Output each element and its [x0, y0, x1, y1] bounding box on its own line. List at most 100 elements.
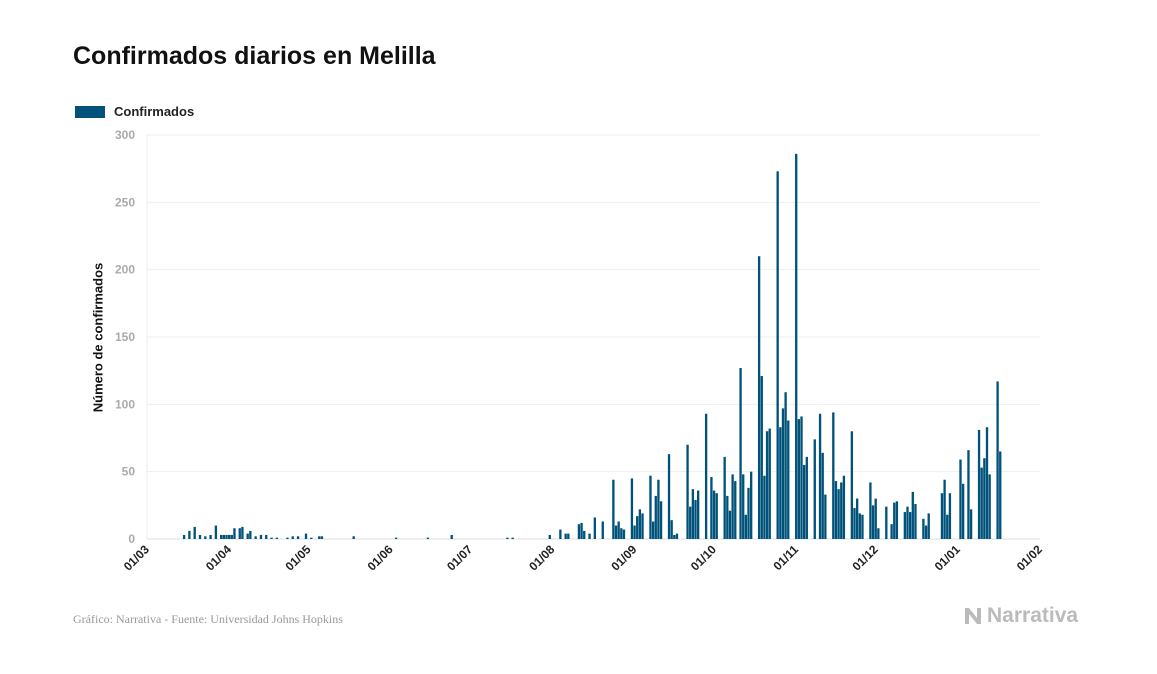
legend-swatch	[75, 105, 105, 118]
bar	[946, 514, 949, 539]
bar	[768, 428, 771, 539]
bar	[230, 534, 233, 539]
bar	[726, 495, 729, 539]
bar	[233, 528, 236, 539]
bar	[763, 475, 766, 539]
x-tick-label: 01/01	[932, 542, 963, 573]
bar	[225, 534, 228, 539]
bar	[193, 526, 196, 539]
bar	[874, 498, 877, 539]
bar	[969, 509, 973, 539]
bar	[667, 454, 671, 539]
x-tick-label: 01/12	[850, 542, 881, 573]
bar	[214, 525, 218, 539]
bar	[731, 474, 734, 539]
x-tick-label: 01/07	[444, 542, 475, 573]
bar	[249, 530, 252, 539]
bar	[948, 493, 952, 539]
legend-label: Confirmados	[114, 104, 195, 119]
bar	[779, 427, 782, 539]
bar	[765, 431, 769, 539]
bar	[697, 490, 700, 539]
bar	[450, 534, 453, 539]
bar	[895, 501, 899, 539]
bar	[567, 533, 570, 539]
y-tick-label: 0	[128, 532, 135, 546]
bar	[182, 534, 186, 539]
bar	[996, 381, 999, 539]
bar	[580, 522, 583, 539]
bar	[824, 494, 827, 539]
bar	[723, 456, 726, 539]
bar	[209, 534, 212, 539]
bar	[270, 537, 273, 539]
bar	[583, 530, 586, 539]
bar	[426, 537, 430, 539]
y-tick-label: 100	[115, 397, 135, 411]
bar	[286, 537, 289, 539]
x-tick-label: 01/09	[608, 542, 639, 573]
source-note: Gráfico: Narrativa - Fuente: Universidad…	[73, 612, 343, 626]
bar	[318, 536, 321, 539]
bar	[673, 534, 676, 539]
bar	[797, 419, 801, 539]
bar	[940, 493, 944, 539]
bar	[800, 416, 803, 539]
bar	[739, 367, 742, 539]
bar	[922, 518, 925, 539]
bar	[760, 376, 763, 539]
bar	[853, 508, 856, 539]
bar	[622, 529, 626, 539]
bar	[588, 533, 591, 539]
chart-title: Confirmados diarios en Melilla	[73, 42, 436, 70]
bar	[691, 489, 695, 539]
bar	[686, 444, 689, 539]
bar	[246, 533, 249, 539]
bar	[911, 491, 914, 539]
bar	[734, 481, 737, 539]
bar	[710, 477, 713, 539]
bar	[842, 475, 846, 539]
bar	[633, 525, 636, 539]
bar	[238, 528, 241, 539]
bar	[832, 412, 835, 539]
y-tick-label: 250	[115, 195, 135, 209]
bar	[985, 427, 989, 539]
bar	[837, 489, 840, 539]
bar	[620, 528, 623, 539]
bar	[999, 451, 1002, 539]
bar	[204, 536, 207, 539]
bar	[980, 467, 983, 539]
bar	[903, 512, 907, 539]
bar	[784, 392, 787, 539]
bar	[787, 420, 790, 539]
bar	[675, 533, 679, 539]
bar	[636, 516, 639, 539]
bar	[394, 537, 398, 539]
bar	[961, 483, 965, 539]
brand-name: Narrativa	[987, 604, 1079, 627]
bar	[670, 520, 673, 539]
bar	[776, 171, 779, 540]
bar	[511, 537, 514, 539]
bar	[821, 452, 824, 539]
bar	[612, 479, 615, 539]
bar	[943, 479, 946, 539]
bar	[657, 479, 660, 539]
bar	[265, 534, 268, 539]
bar	[869, 482, 872, 539]
x-tick-label: 01/06	[365, 542, 396, 573]
bar	[296, 536, 300, 539]
bar	[564, 533, 567, 539]
bar	[712, 490, 716, 539]
legend: Confirmados	[75, 104, 194, 119]
x-tick-label: 01/02	[1014, 542, 1045, 573]
bar	[802, 464, 806, 539]
bar	[188, 530, 191, 539]
x-tick-label: 01/05	[282, 542, 313, 573]
bar	[275, 537, 279, 539]
bar	[890, 524, 893, 539]
x-tick-label: 01/10	[688, 542, 719, 573]
x-tick-label: 01/11	[770, 542, 801, 573]
bar	[967, 450, 970, 539]
